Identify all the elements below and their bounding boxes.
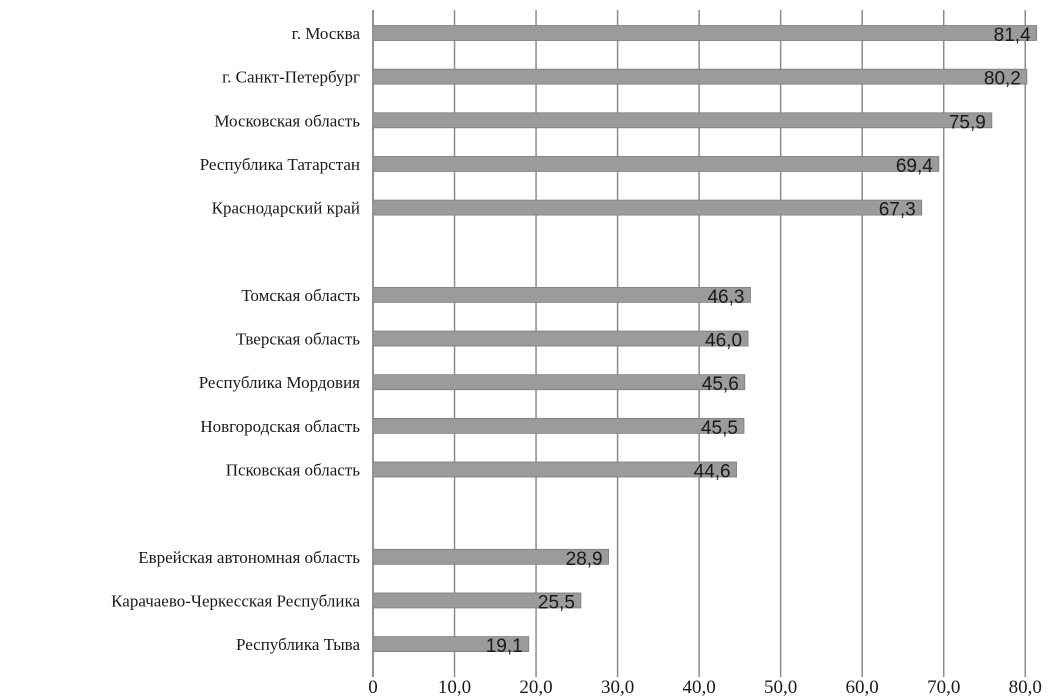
bars (372, 25, 1038, 652)
bar (372, 199, 923, 216)
value-label: 25,5 (538, 592, 575, 613)
bar (372, 417, 745, 434)
x-tick-label: 70,0 (927, 677, 960, 697)
category-label: Республика Тыва (236, 635, 360, 654)
value-label: 81,4 (994, 25, 1031, 46)
bar (372, 592, 582, 609)
bar (372, 461, 738, 478)
category-label: Республика Мордовия (199, 373, 360, 392)
category-label: г. Санкт-Петербург (222, 68, 360, 87)
category-label: Новгородская область (200, 417, 360, 436)
bar (372, 25, 1038, 41)
category-label: Псковская область (226, 461, 361, 480)
value-label: 67,3 (879, 200, 916, 221)
value-label: 28,9 (566, 549, 603, 570)
x-tick-label: 0 (368, 677, 378, 697)
value-label: 80,2 (984, 69, 1021, 90)
x-tick-label: 10,0 (438, 677, 471, 697)
category-label: Карачаево-Черкесская Республика (111, 591, 360, 610)
bar (372, 68, 1028, 85)
category-label: г. Москва (292, 24, 361, 43)
x-tick-label: 50,0 (764, 677, 797, 697)
category-label: Московская область (214, 111, 360, 130)
x-tick-label: 40,0 (682, 677, 715, 697)
bar (372, 330, 749, 347)
value-label: 45,6 (702, 374, 739, 395)
value-label: 46,0 (705, 331, 742, 352)
value-label: 45,5 (701, 418, 738, 439)
bar (372, 374, 746, 391)
bar (372, 156, 940, 172)
value-label: 44,6 (694, 462, 731, 483)
value-labels: 81,4 80,2 75,9 69,4 67,3 46,3 46,0 45,6 45,5 44,6… (486, 25, 1031, 657)
category-label: Томская область (241, 286, 360, 305)
x-tick-label: 60,0 (846, 677, 879, 697)
bar (372, 636, 530, 652)
x-tick-label: 30,0 (601, 677, 634, 697)
category-label: Краснодарский край (212, 199, 360, 218)
bar (372, 112, 993, 129)
value-label: 69,4 (896, 156, 933, 177)
x-tick-label: 80,0 (1009, 677, 1042, 697)
bar (372, 286, 751, 303)
value-label: 46,3 (707, 287, 744, 308)
x-tick-labels: 0 10,0 20,0 30,0 40,0 50,0 60,0 70,0 80,0 (368, 677, 1042, 697)
bar (372, 548, 610, 565)
category-label: Еврейская автономная область (138, 548, 360, 567)
x-tick-label: 20,0 (519, 677, 552, 697)
value-label: 19,1 (486, 636, 523, 657)
category-labels: г. Москва г. Санкт-Петербург Московская об… (111, 24, 360, 654)
category-label: Республика Татарстан (200, 155, 360, 174)
value-label: 75,9 (949, 112, 986, 133)
category-label: Тверская область (236, 330, 360, 349)
